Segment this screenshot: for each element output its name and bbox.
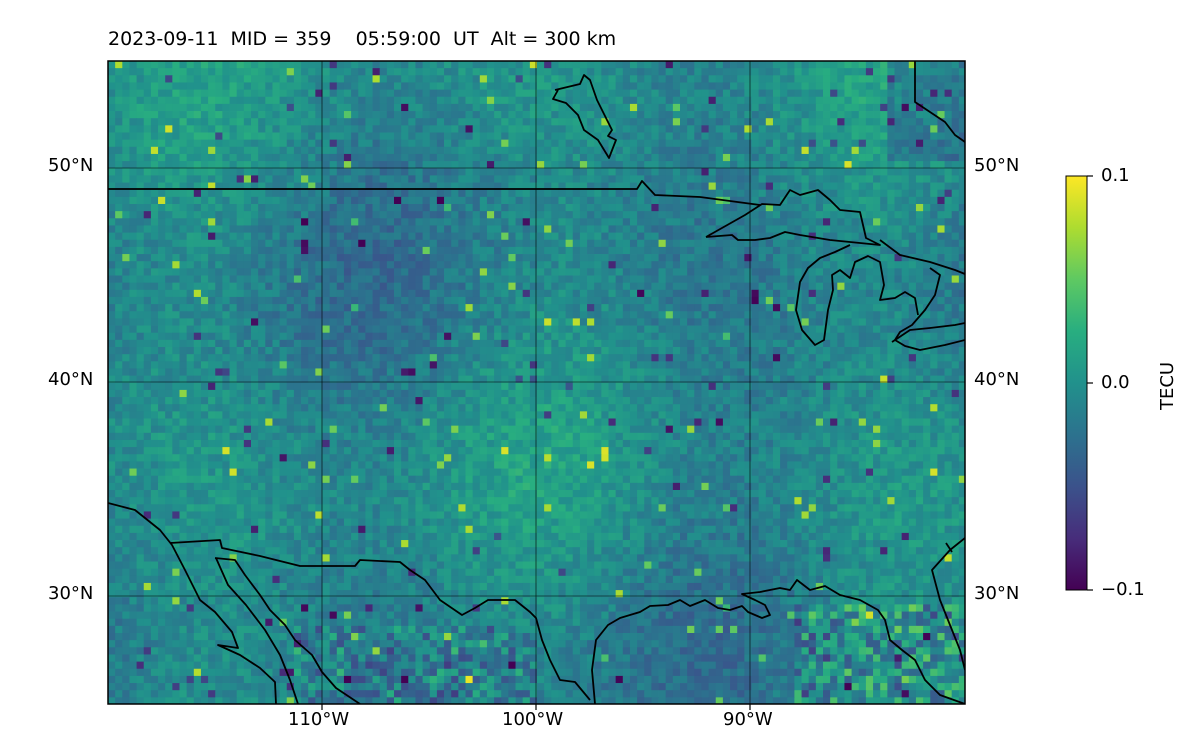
- lat-label-left-30n: 30°N: [48, 583, 94, 604]
- colorbar-tick-min: −0.1: [1101, 579, 1145, 600]
- lat-label-left-40n: 40°N: [48, 369, 94, 390]
- lake-superior: [705, 189, 881, 246]
- colorbar: [1065, 175, 1088, 591]
- lat-label-right-40n: 40°N: [974, 369, 1020, 390]
- island-outline: [552, 74, 617, 159]
- title-date: 2023-09-11: [108, 28, 219, 50]
- title-time: 05:59:00: [355, 28, 441, 50]
- axis-ticks: [321, 704, 751, 710]
- lon-label-90w: 90°W: [723, 709, 773, 730]
- title-ut: UT: [453, 28, 479, 50]
- coast-top-right: [914, 61, 965, 143]
- coast-atlantic-2: [945, 542, 953, 553]
- lake-erie: [891, 322, 965, 343]
- coast-west: [108, 502, 277, 704]
- border-us-mexico: [169, 539, 591, 701]
- colorbar-tick-zero: 0.0: [1101, 372, 1130, 393]
- lon-label-110w: 110°W: [288, 709, 350, 730]
- colorbar-ticks: [1087, 175, 1093, 591]
- coast-baja-inner: [215, 557, 299, 704]
- coast-gulf-mexico: [591, 579, 965, 704]
- title-mid: MID = 359: [230, 28, 332, 50]
- lat-label-left-50n: 50°N: [48, 155, 94, 176]
- lake-huron: [879, 239, 965, 275]
- lake-michigan: [795, 244, 919, 346]
- title-alt: Alt = 300 km: [490, 28, 617, 50]
- lat-label-right-30n: 30°N: [974, 583, 1020, 604]
- border-us-canada: [108, 180, 761, 206]
- colorbar-title: TECU: [1157, 361, 1178, 410]
- coastlines-and-borders: [108, 61, 965, 704]
- lon-label-100w: 100°W: [502, 709, 564, 730]
- lat-label-right-50n: 50°N: [974, 155, 1020, 176]
- plot-title: 2023-09-11 MID = 359 05:59:00 UT Alt = 3…: [108, 28, 616, 50]
- colorbar-tick-max: 0.1: [1101, 165, 1130, 186]
- tec-heatmap: [108, 61, 965, 704]
- coast-gulf-california: [214, 557, 361, 704]
- lake-huron-south: [894, 267, 965, 351]
